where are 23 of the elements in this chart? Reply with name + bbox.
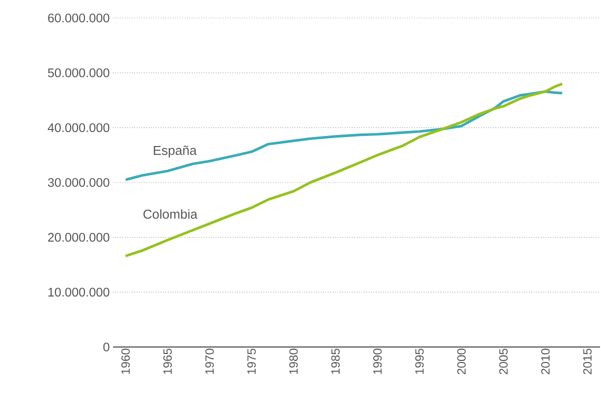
x-tick-label: 1965: [163, 348, 172, 374]
x-tick-label: 2010: [541, 348, 550, 374]
x-tick-label: 2005: [499, 348, 508, 374]
x-tick-label: 1980: [289, 348, 298, 374]
x-tick-label: 1970: [205, 348, 214, 374]
x-tick-label: 1985: [331, 348, 340, 374]
y-tick-label: 40.000.000: [48, 123, 110, 132]
y-tick-label: 60.000.000: [48, 14, 110, 22]
x-tick-label: 2015: [583, 348, 592, 374]
y-tick-label: 50.000.000: [48, 68, 110, 78]
y-tick-label: 10.000.000: [48, 288, 110, 297]
x-tick-label: 1960: [121, 348, 130, 374]
line-series: [124, 90, 564, 182]
y-tick-label: 30.000.000: [48, 178, 110, 187]
line-series: [124, 82, 564, 258]
x-tick-label: 1995: [415, 348, 424, 374]
x-tick-label: 1990: [373, 348, 382, 374]
x-tick-label: 1975: [247, 348, 256, 374]
x-tick-label: 2000: [457, 348, 466, 374]
series-label: España: [154, 146, 197, 158]
series-label: Colombia: [143, 209, 198, 219]
y-tick-label: 0: [103, 342, 110, 352]
y-tick-label: 20.000.000: [48, 232, 110, 242]
